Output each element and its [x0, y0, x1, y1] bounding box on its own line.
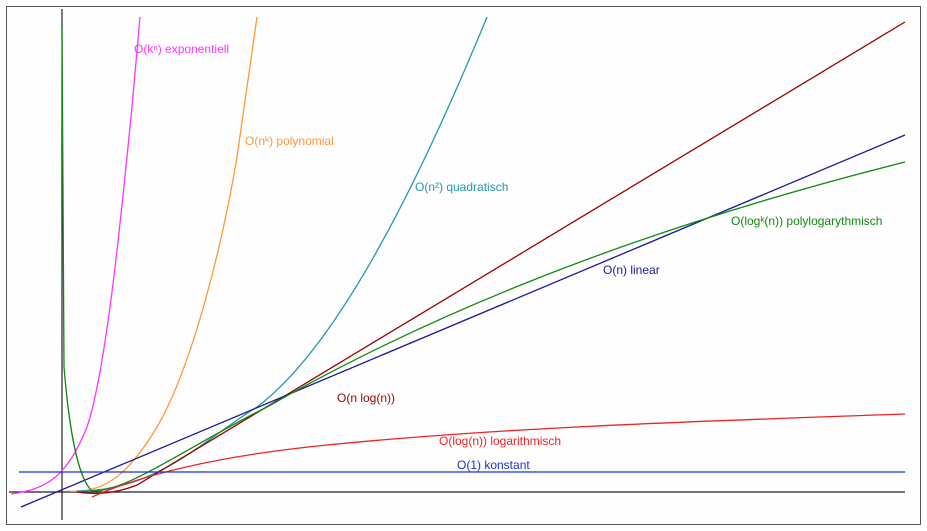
curve-polylog	[61, 26, 906, 492]
label-polynomial: O(nᵏ) polynomial	[245, 134, 334, 148]
label-quadratic: O(n²) quadratisch	[415, 180, 508, 194]
complexity-chart: O(kⁿ) exponentiell O(nᵏ) polynomial O(n²…	[9, 9, 906, 520]
label-constant: O(1) konstant	[457, 458, 530, 472]
label-polylog: O(logᵏ(n)) polylogarythmisch	[731, 214, 882, 228]
label-logarithmic: O(log(n)) logarithmisch	[439, 434, 561, 448]
label-linear: O(n) linear	[603, 263, 660, 277]
label-nlogn: O(n log(n))	[337, 391, 395, 405]
curve-linear	[20, 134, 906, 508]
curve-polynomial	[66, 16, 258, 492]
curve-logarithmic	[91, 413, 906, 498]
label-exponential: O(kⁿ) exponentiell	[134, 42, 229, 56]
chart-frame: O(kⁿ) exponentiell O(nᵏ) polynomial O(n²…	[6, 6, 921, 525]
curve-quadratic	[76, 16, 488, 492]
curve-exponential	[10, 16, 141, 495]
curve-nlogn	[76, 21, 906, 495]
